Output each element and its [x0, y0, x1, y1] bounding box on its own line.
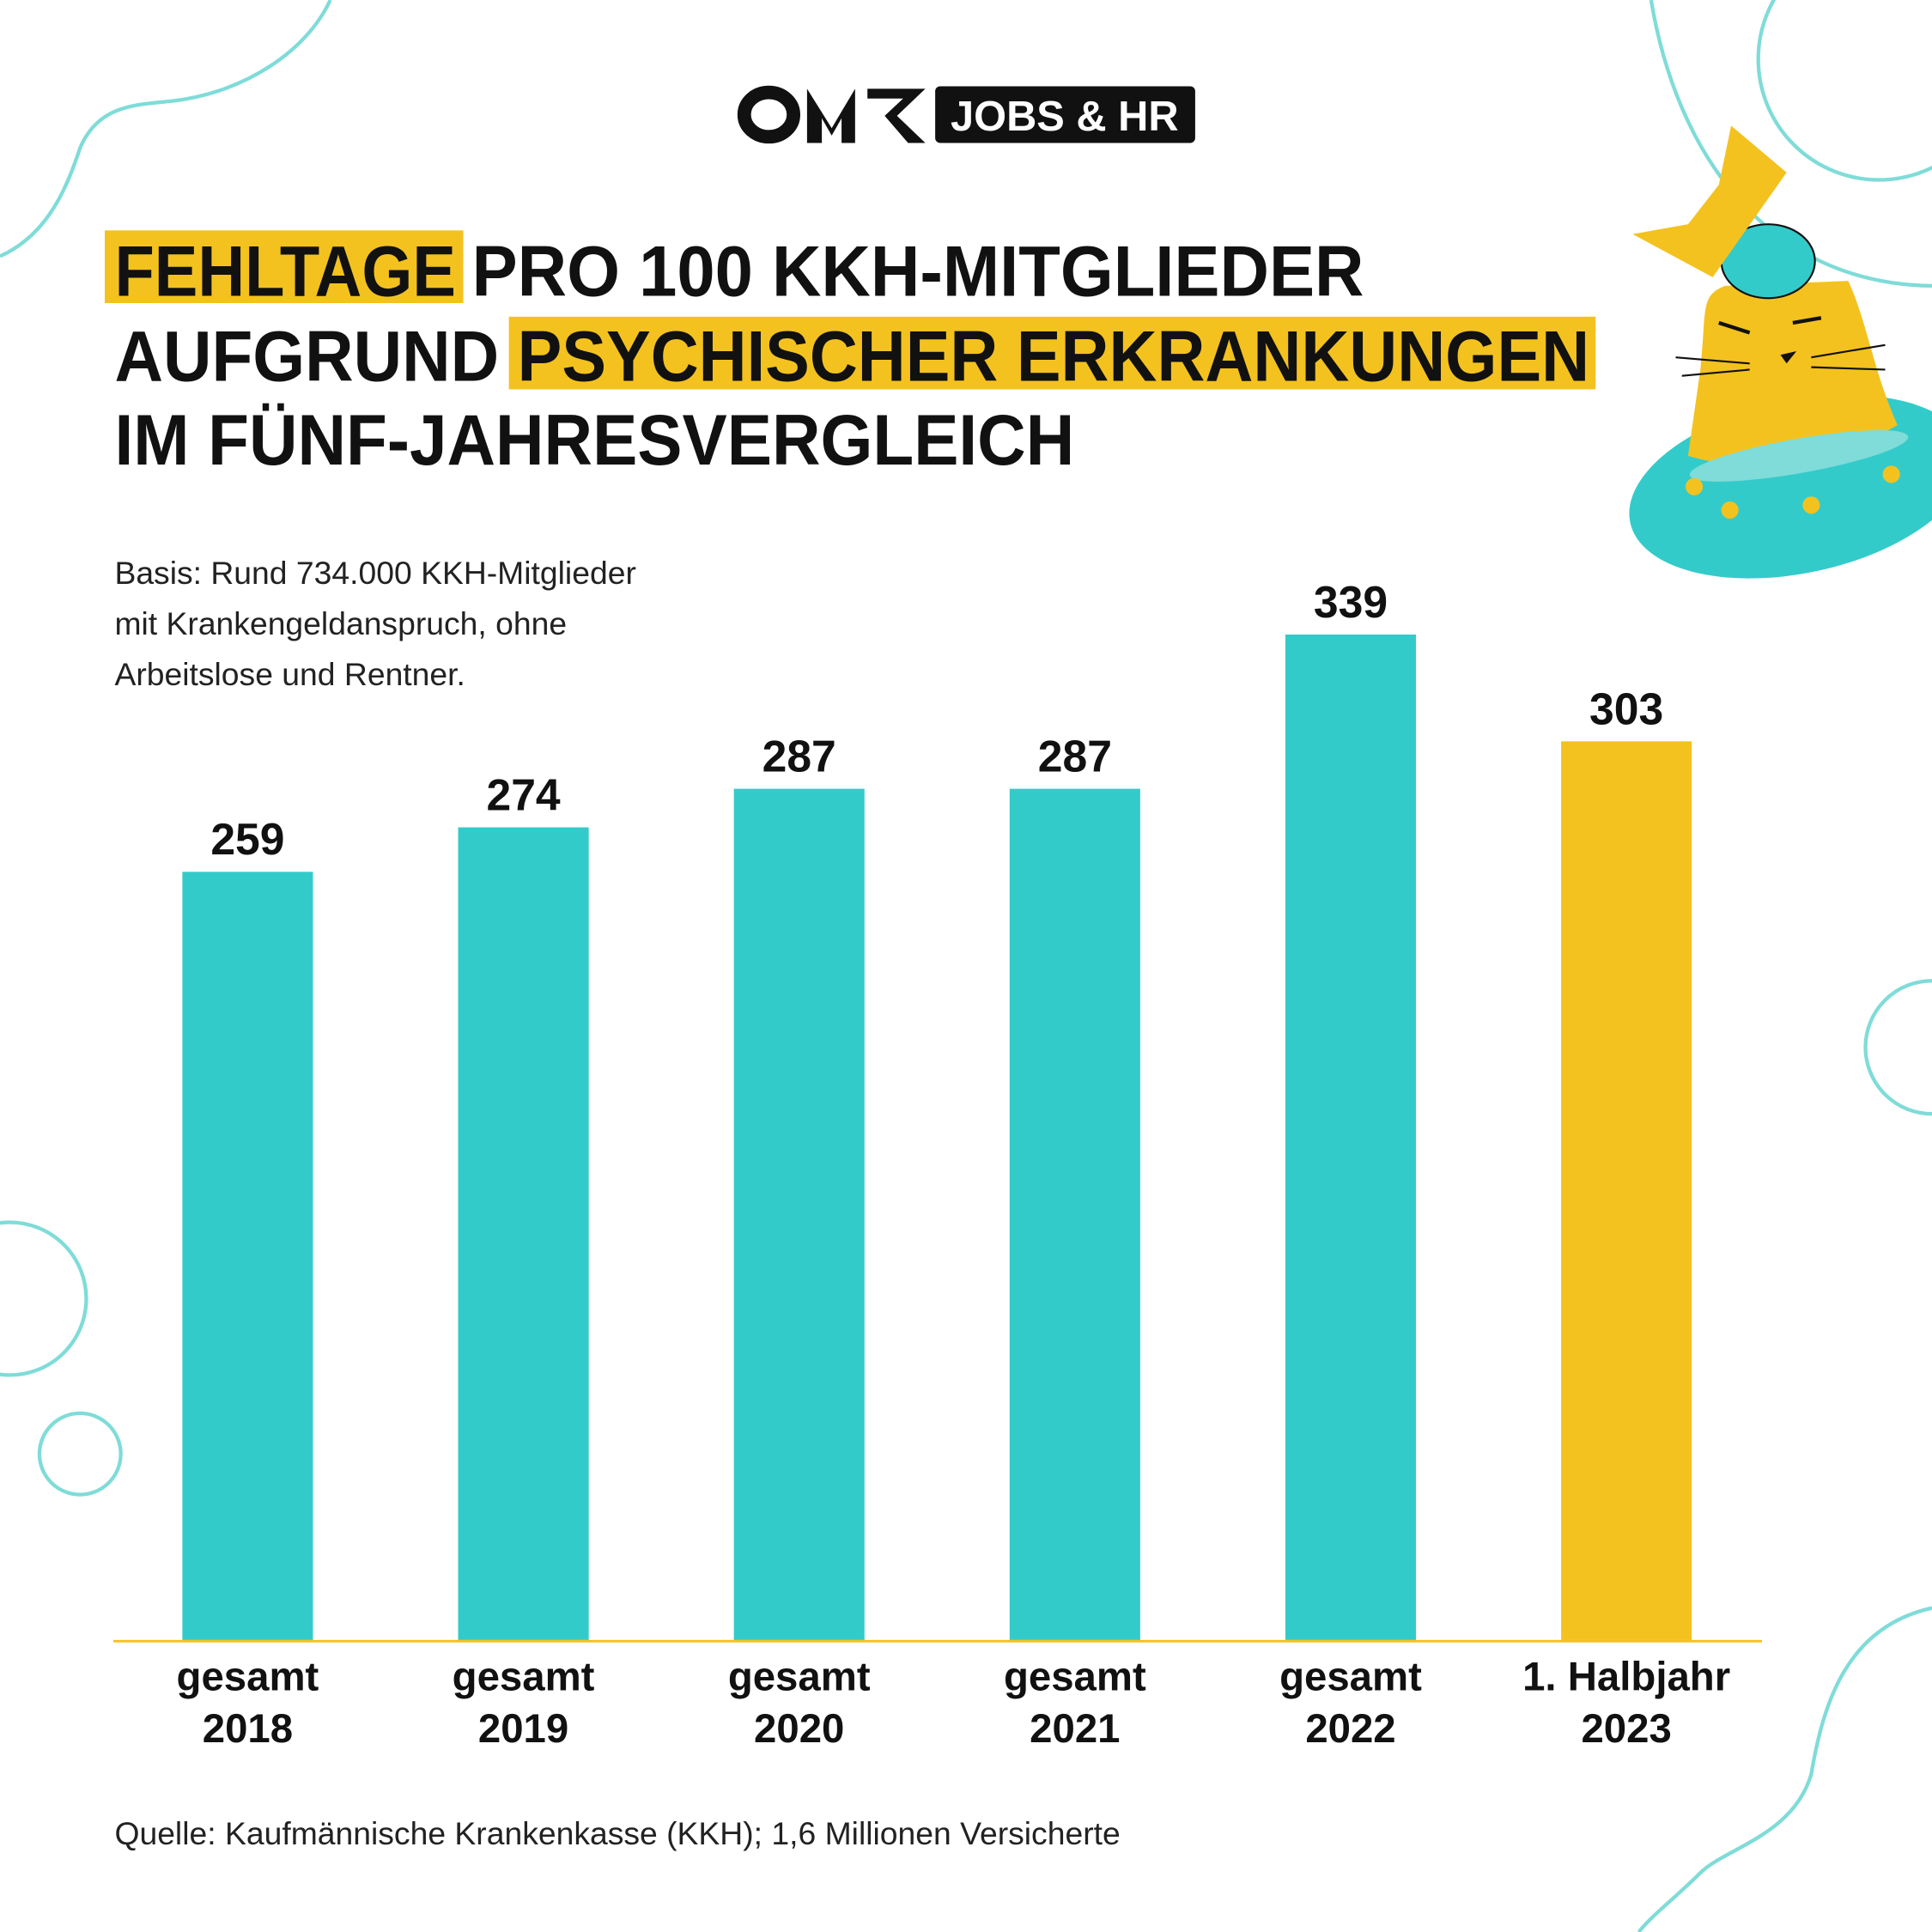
category-label: gesamt — [728, 1655, 871, 1700]
category-label: 2023 — [1581, 1706, 1671, 1752]
bar — [182, 872, 313, 1640]
title-line3: IM FÜNF-JAHRESVERGLEICH — [114, 400, 1074, 480]
category-label: 2021 — [1030, 1706, 1120, 1752]
bar — [1285, 634, 1417, 1640]
data-label: 287 — [762, 732, 836, 781]
data-label: 259 — [210, 814, 284, 864]
basis-note-3: Arbeitslose und Rentner. — [114, 656, 465, 692]
bar — [733, 788, 865, 1640]
bar — [1009, 788, 1140, 1640]
category-label: 2019 — [478, 1706, 568, 1752]
category-label: 2022 — [1305, 1706, 1395, 1752]
bar — [1561, 741, 1692, 1640]
category-label: gesamt — [1004, 1655, 1146, 1700]
category-label: gesamt — [1279, 1655, 1422, 1700]
omr-logo: JOBS & HR — [737, 85, 1195, 144]
category-label: gesamt — [453, 1655, 595, 1700]
data-label: 287 — [1038, 732, 1112, 781]
category-label: 2018 — [203, 1706, 293, 1752]
bar — [458, 827, 589, 1640]
category-label: 2020 — [754, 1706, 844, 1752]
title-line1-rest: PRO 100 KKH-MITGLIEDER — [472, 231, 1364, 311]
title-highlight-1 — [104, 230, 464, 303]
source-note: Quelle: Kaufmännische Krankenkasse (KKH)… — [114, 1815, 1120, 1851]
data-label: 274 — [486, 769, 560, 819]
basis-note-2: mit Krankengeldanspruch, ohne — [114, 605, 567, 641]
category-label: 1. Halbjahr — [1522, 1655, 1730, 1700]
basis-note-1: Basis: Rund 734.000 KKH-Mitglieder — [114, 555, 635, 591]
cat-ufo-illustration — [1629, 125, 1932, 579]
title-highlight-2 — [508, 316, 1596, 390]
category-label: gesamt — [177, 1655, 319, 1700]
title-fehltage: FEHLTAGE — [114, 231, 455, 311]
bar-chart: 259 gesamt 2018 274 gesamt 2019 287 gesamt 2020 2… — [177, 577, 1731, 1752]
logo-badge: JOBS & HR — [951, 94, 1179, 140]
data-label: 303 — [1589, 683, 1663, 733]
title-psychischer: PSYCHISCHER ERKRANKUNGEN — [518, 316, 1589, 396]
title-line2-start: AUFGRUND — [114, 316, 499, 396]
data-label: 339 — [1314, 577, 1388, 627]
